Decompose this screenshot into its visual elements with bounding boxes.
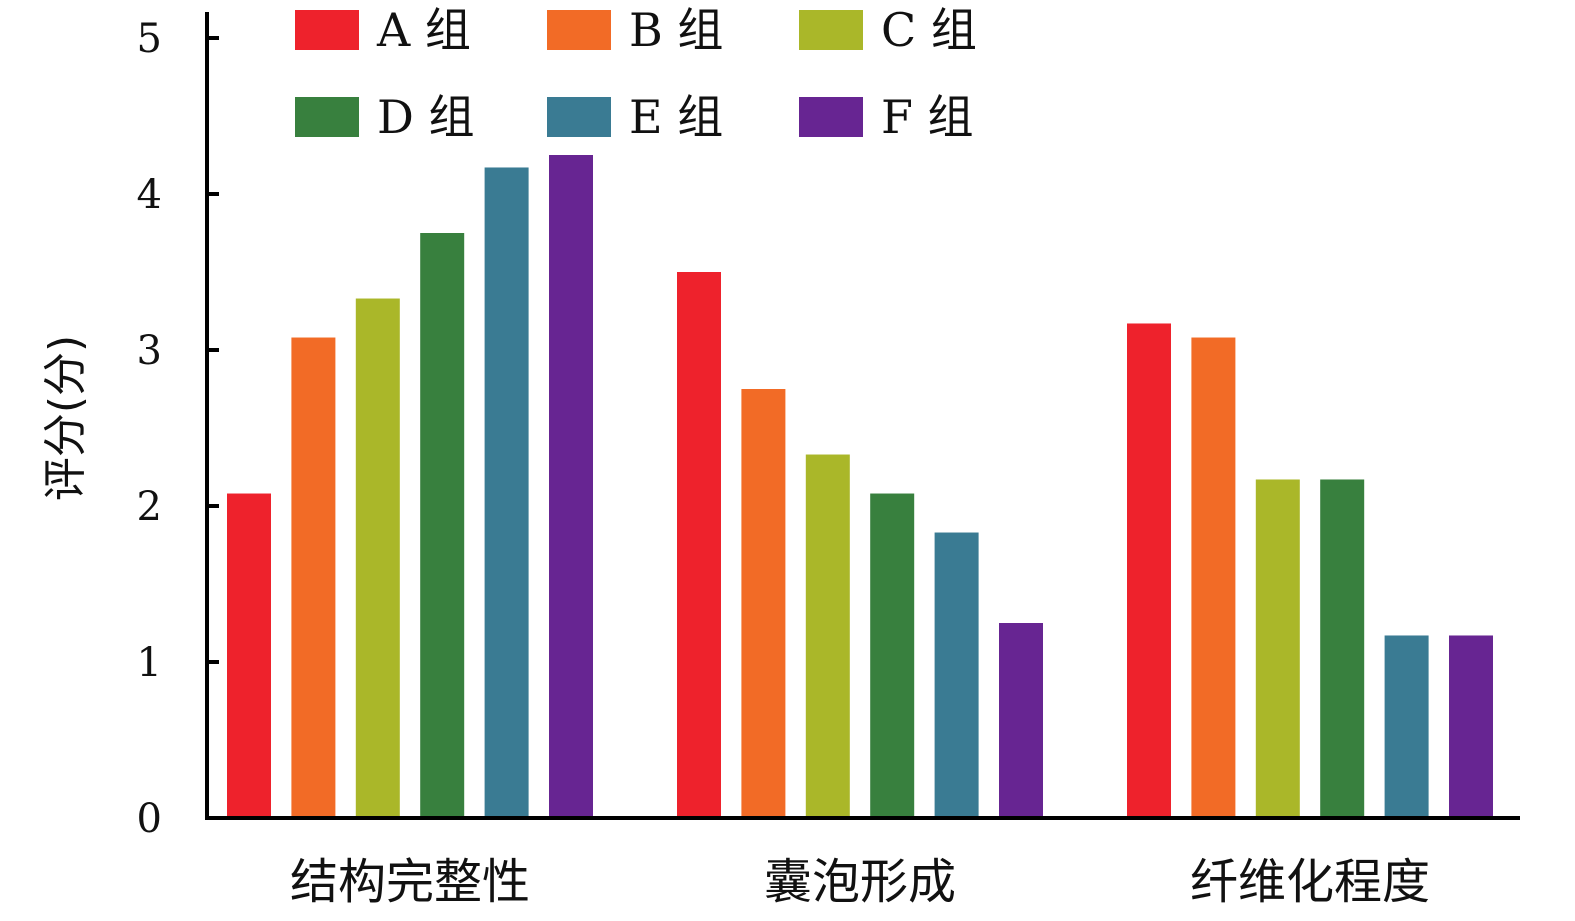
bar [1255,479,1300,818]
bar [355,298,400,818]
bar [1320,479,1365,818]
bar [741,389,786,818]
category-labels-group: 结构完整性 囊泡形成 纤维化程度 [290,854,1430,910]
legend-label: C 组 [881,3,977,57]
legend-swatch [295,10,359,50]
bar [1449,635,1493,818]
y-tick-label: 0 [137,796,162,842]
category-label: 结构完整性 [290,854,530,910]
y-tick-label: 1 [137,640,162,686]
legend-label: F 组 [881,90,974,144]
legend-swatch [799,10,863,50]
bar [227,493,271,818]
y-tick-label: 2 [137,484,162,530]
y-axis-label: 评分(分) [40,335,91,501]
legend-swatch [799,97,863,137]
bar [549,155,593,818]
bars-group [227,155,1493,819]
y-tick-label: 3 [137,328,162,374]
bar [934,532,979,818]
legend-label: D 组 [377,90,475,144]
legend: A 组 B 组 C 组 D 组 E 组 F 组 [295,3,977,144]
legend-label: A 组 [376,3,471,57]
category-label: 纤维化程度 [1190,854,1430,910]
category-label: 囊泡形成 [764,854,956,910]
y-tick-label: 4 [137,172,162,218]
bar [1127,323,1171,818]
legend-label: E 组 [629,90,723,144]
legend-swatch [547,10,611,50]
bar [677,272,721,818]
y-ticks-group: 0 1 2 3 4 5 [137,16,219,842]
bar [999,623,1043,818]
legend-label: B 组 [629,3,723,57]
bar [291,337,336,818]
bar [1191,337,1236,818]
bar [805,454,850,818]
bar [420,233,465,818]
bar [484,167,529,819]
y-tick-label: 5 [137,16,162,62]
legend-swatch [547,97,611,137]
legend-swatch [295,97,359,137]
bar [870,493,915,818]
bar [1384,635,1429,818]
